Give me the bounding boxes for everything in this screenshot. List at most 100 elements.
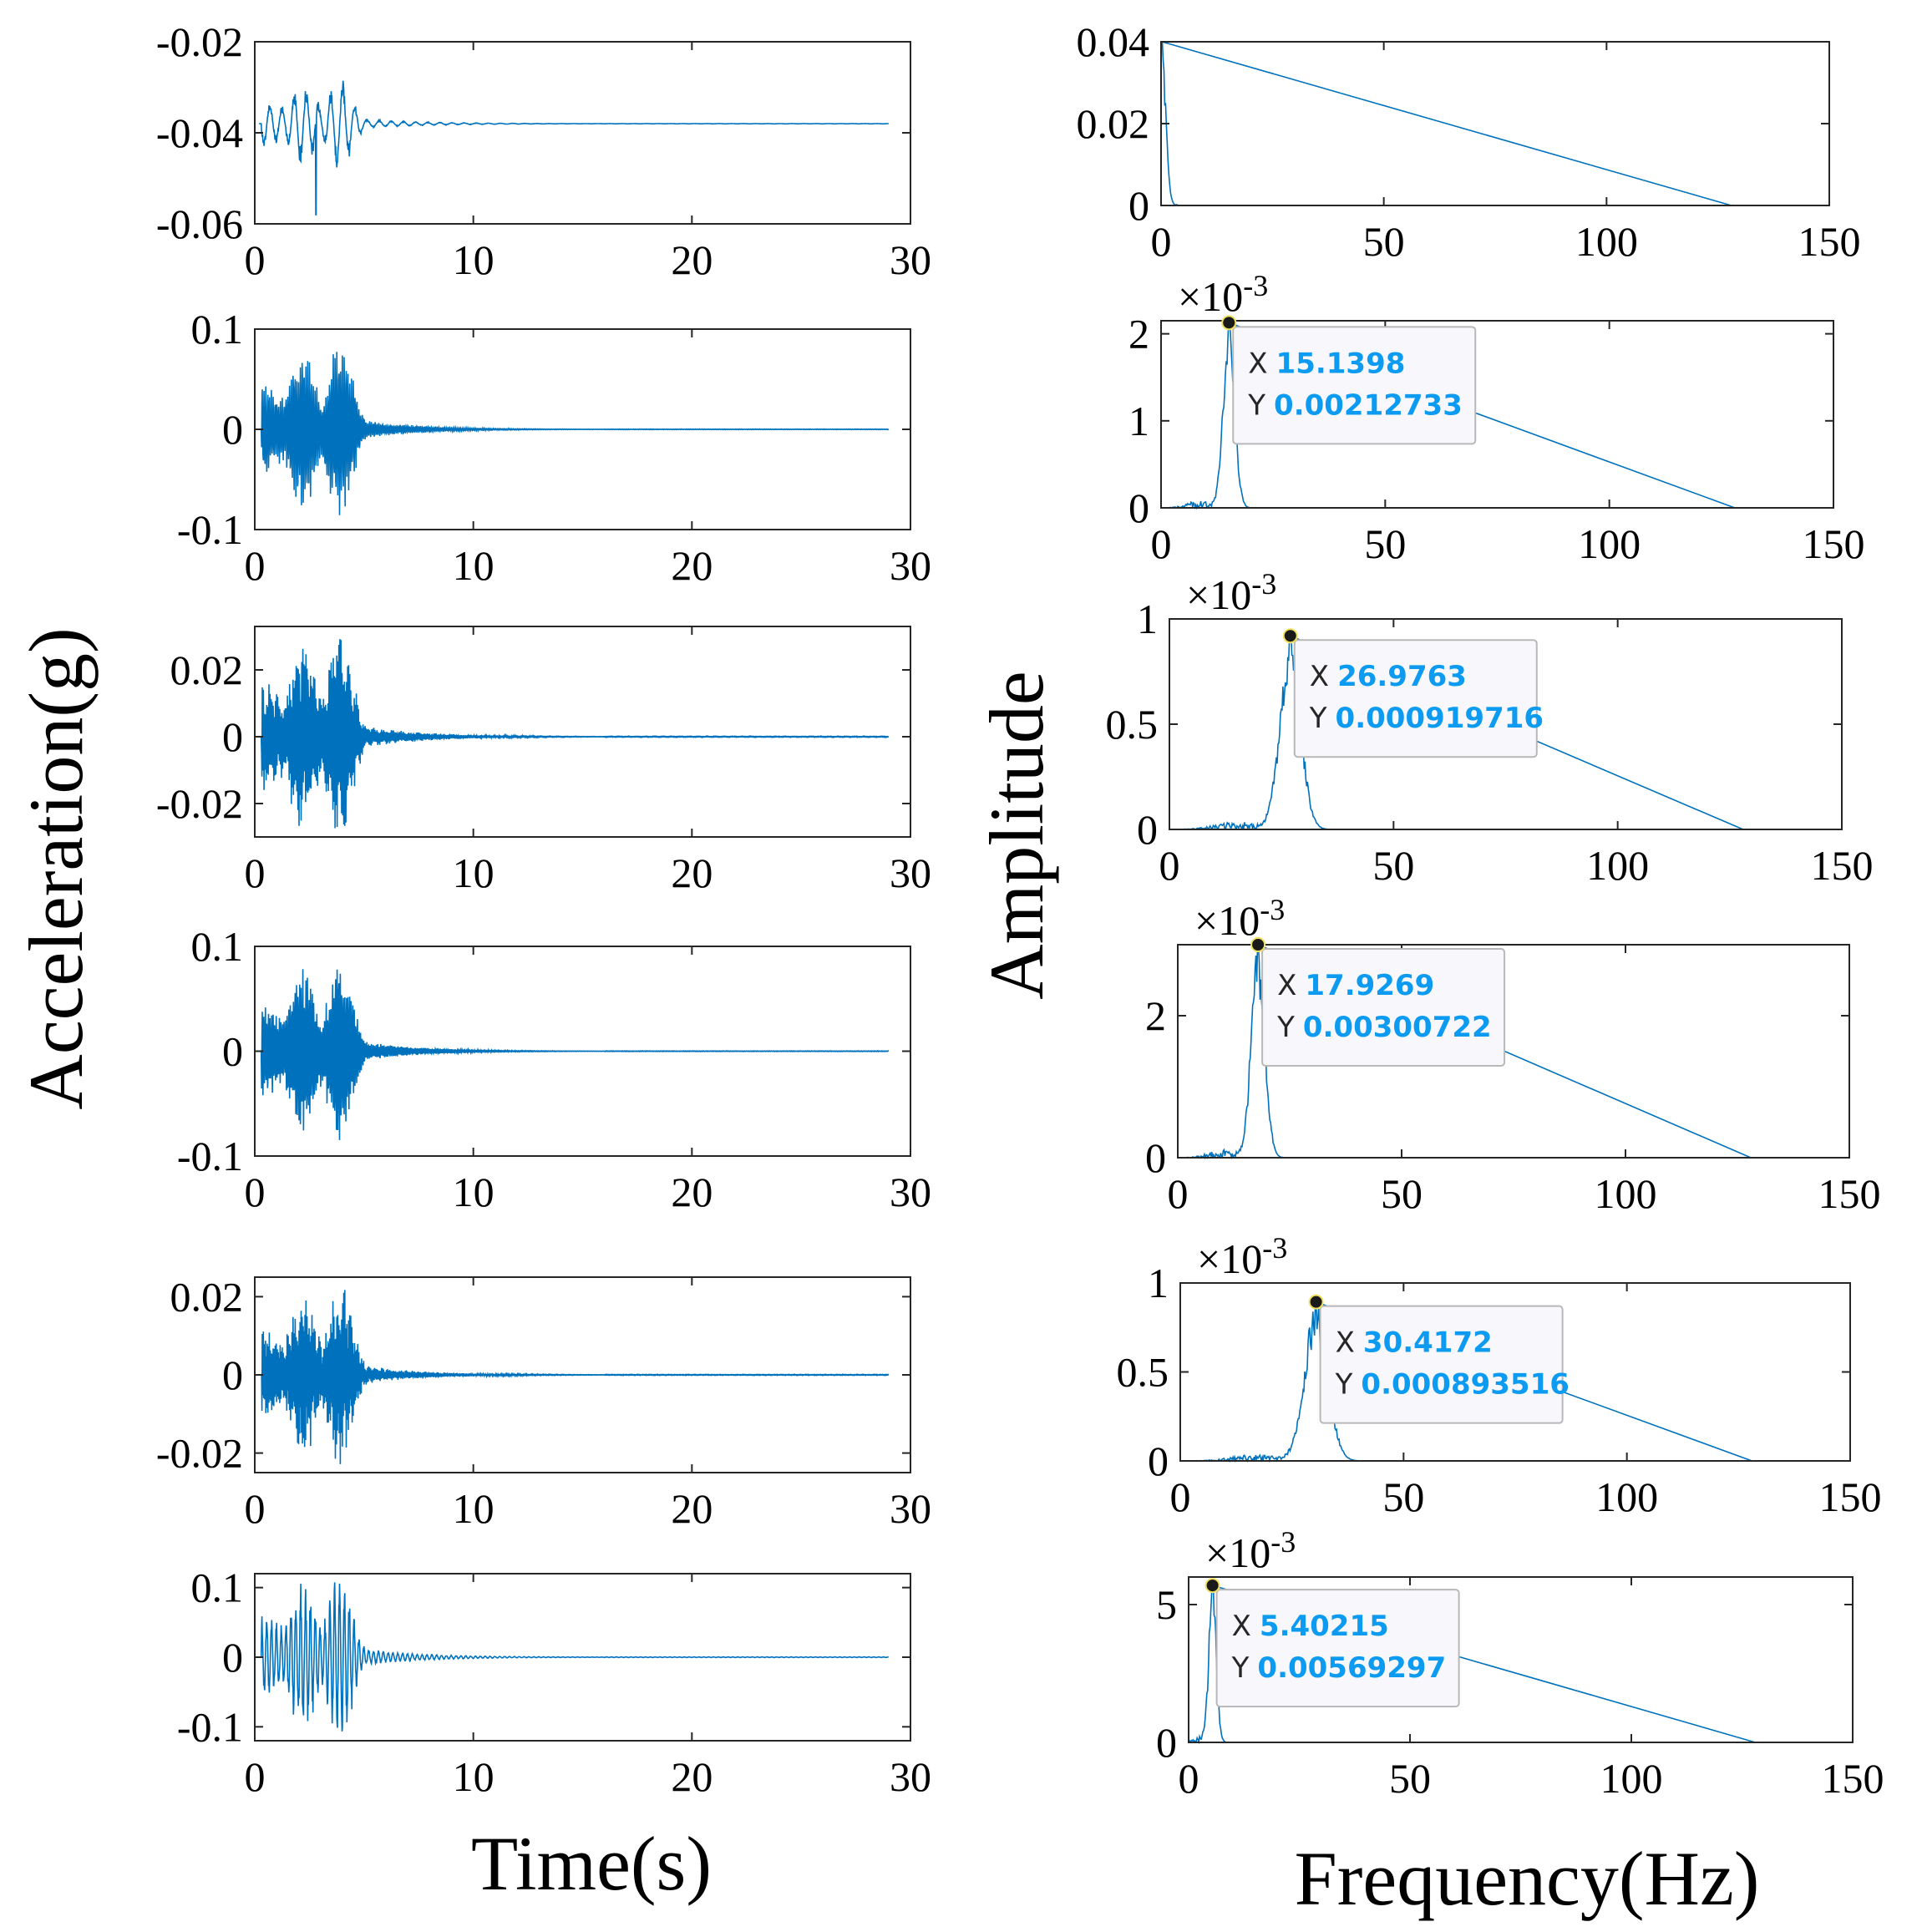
datatip-y-value: 0.00212733 <box>1274 388 1463 422</box>
x-tick-label: 30 <box>890 1485 931 1532</box>
x-tick-label: 30 <box>890 542 931 589</box>
axes-box-f2 <box>1160 320 1834 509</box>
y-tick-label: 0.5 <box>1117 1349 1169 1396</box>
datatip-y-key: Y <box>1335 1368 1353 1402</box>
panel-t6: 0 10 20 30-0.100.1 <box>177 1564 931 1800</box>
x-tick-label: 100 <box>1578 520 1641 567</box>
datatip-y-key: Y <box>1247 388 1265 422</box>
x-tick-label: 10 <box>453 236 494 283</box>
datatip-y-key: Y <box>1309 702 1327 735</box>
x-tick-label: 30 <box>890 849 931 896</box>
datatip-x-value: 17.9269 <box>1305 969 1434 1002</box>
y-tick-label: 0.04 <box>1077 18 1150 65</box>
panel-t1: 0 10 20 30 -0.06 -0.04 -0.02 <box>156 18 931 283</box>
y-tick-label: 0 <box>1128 182 1149 229</box>
datatip-y-row: Y 0.00212733 <box>1247 388 1463 422</box>
x-tick-label: 30 <box>890 236 931 283</box>
x-tick-label: 100 <box>1575 218 1638 265</box>
panel-f6: 0 50 100 150 0 5 ×10-3 X 5.40215 Y 0.00569297 <box>1156 1525 1884 1802</box>
y-tick-label: 2 <box>1128 311 1149 357</box>
x-tick-label: 50 <box>1381 1170 1423 1217</box>
y-tick-label: -0.02 <box>156 1430 243 1477</box>
x-tick-label: 10 <box>453 1485 494 1532</box>
x-tick-label: 30 <box>890 1753 931 1800</box>
datatip-y-row: Y 0.00569297 <box>1231 1651 1447 1685</box>
series-line-f1 <box>1161 41 1732 206</box>
y-tick-label: 0 <box>222 1634 243 1681</box>
datatip-y-value: 0.00569297 <box>1257 1651 1446 1685</box>
y-tick-label: 0 <box>222 1351 243 1398</box>
x-tick-label: 0 <box>1159 842 1180 889</box>
exponent-label: ×10-3 <box>1186 567 1276 618</box>
y-tick-label: -0.1 <box>177 1133 243 1179</box>
axes-box-f4 <box>1177 944 1850 1159</box>
y-tick-label: 0.1 <box>191 923 244 970</box>
y-tick-label: 0.02 <box>170 647 244 693</box>
x-tick-label: 20 <box>671 1753 713 1800</box>
datatip-x-row: X 15.1398 <box>1248 347 1405 380</box>
datatip-x-row: X 17.9269 <box>1277 969 1434 1002</box>
datatip-x-key: X <box>1336 1326 1355 1360</box>
exponent-label: ×10-3 <box>1178 269 1268 320</box>
x-tick-label: 150 <box>1811 842 1874 889</box>
x-tick-label: 150 <box>1818 1170 1881 1217</box>
x-tick-label: 0 <box>1151 218 1172 265</box>
x-tick-label: 20 <box>671 542 713 589</box>
datatip-x-value: 15.1398 <box>1276 347 1406 380</box>
datatip-y-key: Y <box>1276 1011 1295 1044</box>
datatip-x-row: X 5.40215 <box>1232 1610 1389 1643</box>
datatip-marker <box>1308 1294 1324 1310</box>
x-tick-label: 150 <box>1798 218 1861 265</box>
datatip-marker <box>1250 937 1266 952</box>
exponent-label: ×10-3 <box>1194 893 1285 944</box>
datatip-x-value: 5.40215 <box>1260 1610 1389 1643</box>
y-tick-label: 1 <box>1128 398 1149 444</box>
datatip-x-value: 26.9763 <box>1337 660 1467 693</box>
x-tick-label: 0 <box>245 236 266 283</box>
x-tick-label: 0 <box>245 542 266 589</box>
x-tick-label: 0 <box>245 1485 266 1532</box>
datatip-x-value: 30.4172 <box>1363 1326 1493 1360</box>
series-line-t5 <box>259 1290 890 1464</box>
datatip-marker <box>1204 1578 1220 1594</box>
x-tick-label: 10 <box>453 849 494 896</box>
x-tick-label: 100 <box>1600 1755 1663 1802</box>
series-line-t6 <box>259 1582 889 1732</box>
y-tick-label: 0 <box>222 1028 243 1075</box>
datatip-x-row: X 26.9763 <box>1310 660 1467 693</box>
datatip-y-value: 0.00300722 <box>1303 1011 1492 1044</box>
right-x-axis-label: Frequency(Hz) <box>1295 1836 1760 1921</box>
y-tick-label: 0.02 <box>170 1273 244 1320</box>
x-tick-label: 0 <box>1151 520 1172 567</box>
datatip-x-key: X <box>1277 969 1296 1002</box>
x-tick-label: 10 <box>453 1169 494 1215</box>
datatip-marker <box>1282 628 1298 644</box>
datatip-y-row: Y 0.000893516 <box>1335 1368 1570 1402</box>
y-tick-label: 0 <box>222 406 243 453</box>
x-tick-label: 100 <box>1586 842 1649 889</box>
y-tick-label: 0 <box>1137 806 1158 853</box>
datatip-y-row: Y 0.000919716 <box>1309 702 1544 735</box>
x-tick-label: 150 <box>1822 1755 1884 1802</box>
x-tick-label: 0 <box>1170 1473 1191 1520</box>
series-line-t3 <box>259 639 890 829</box>
datatip-x-key: X <box>1248 347 1267 380</box>
axes-box-f6 <box>1188 1576 1854 1743</box>
datatip-y-row: Y 0.00300722 <box>1276 1011 1492 1044</box>
axes-box-t3 <box>254 626 911 838</box>
exponent-label: ×10-3 <box>1205 1525 1296 1576</box>
panel-t2: 0 10 20 30-0.100.1 <box>177 306 931 589</box>
y-tick-label: 0 <box>1148 1438 1169 1484</box>
datatip-y-key: Y <box>1231 1651 1250 1685</box>
datatip-x-key: X <box>1232 1610 1251 1643</box>
panel-f1: 0 50 100 150 0 0.02 0.04 <box>1077 18 1861 265</box>
y-tick-label: 0.5 <box>1106 701 1159 748</box>
x-tick-label: 20 <box>671 236 713 283</box>
exponent-label: ×10-3 <box>1197 1231 1287 1282</box>
y-tick-label: -0.06 <box>156 200 243 247</box>
x-tick-label: 50 <box>1382 1473 1424 1520</box>
y-tick-label: 0 <box>1156 1719 1177 1766</box>
right-y-axis-label: Amplitude <box>974 671 1059 1000</box>
y-tick-label: 5 <box>1156 1581 1177 1628</box>
x-tick-label: 20 <box>671 1169 713 1215</box>
